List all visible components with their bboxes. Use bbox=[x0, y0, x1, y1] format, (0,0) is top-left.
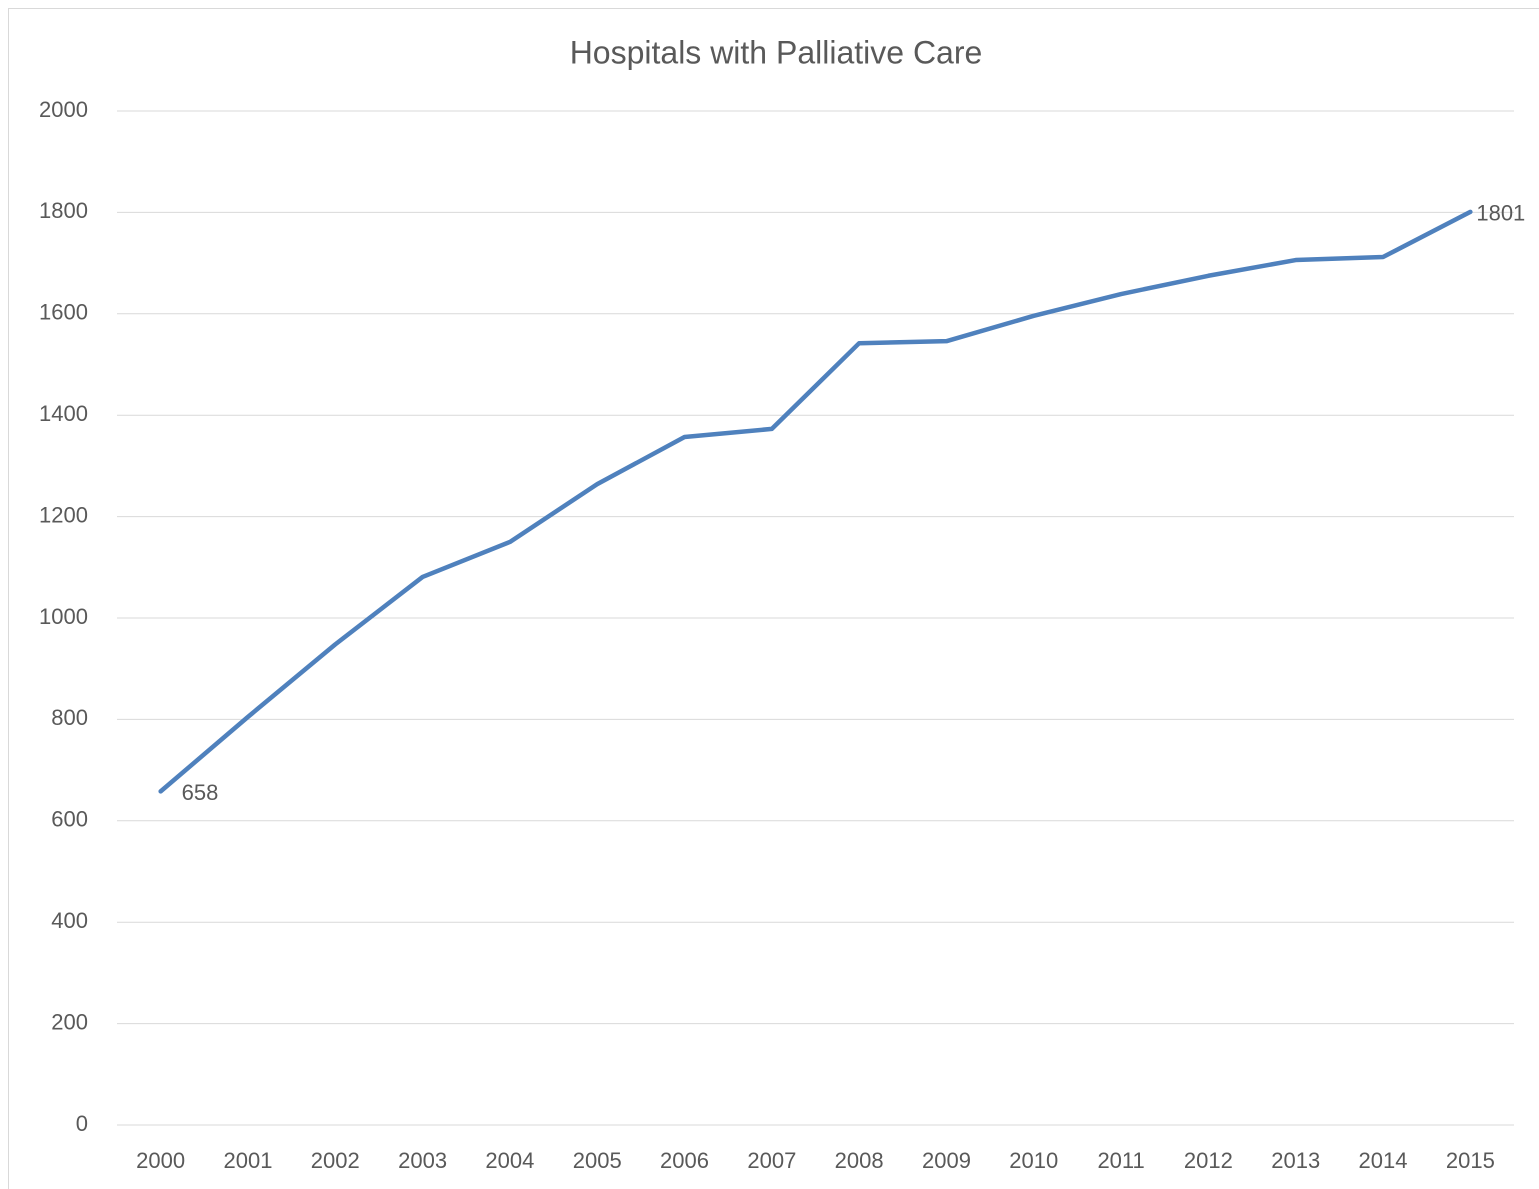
x-tick-label: 2009 bbox=[922, 1148, 971, 1173]
y-tick-label: 1000 bbox=[39, 604, 88, 629]
y-tick-label: 1600 bbox=[39, 300, 88, 325]
y-tick-label: 1200 bbox=[39, 502, 88, 527]
x-tick-label: 2007 bbox=[747, 1148, 796, 1173]
y-tick-label: 1800 bbox=[39, 198, 88, 223]
x-tick-label: 2005 bbox=[573, 1148, 622, 1173]
x-tick-label: 2000 bbox=[136, 1148, 185, 1173]
x-tick-label: 2004 bbox=[485, 1148, 534, 1173]
x-tick-label: 2002 bbox=[311, 1148, 360, 1173]
y-tick-label: 1400 bbox=[39, 401, 88, 426]
y-tick-label: 600 bbox=[51, 807, 88, 832]
x-tick-label: 2010 bbox=[1009, 1148, 1058, 1173]
x-tick-label: 2003 bbox=[398, 1148, 447, 1173]
x-tick-label: 2012 bbox=[1184, 1148, 1233, 1173]
y-tick-label: 800 bbox=[51, 705, 88, 730]
data-label: 1801 bbox=[1476, 201, 1525, 226]
x-tick-label: 2015 bbox=[1446, 1148, 1495, 1173]
y-tick-label: 0 bbox=[76, 1111, 88, 1136]
x-tick-label: 2013 bbox=[1271, 1148, 1320, 1173]
y-tick-label: 400 bbox=[51, 908, 88, 933]
x-tick-label: 2006 bbox=[660, 1148, 709, 1173]
line-series bbox=[158, 209, 1473, 794]
x-tick-label: 2014 bbox=[1359, 1148, 1408, 1173]
data-label: 658 bbox=[182, 780, 219, 805]
x-tick-label: 2001 bbox=[223, 1148, 272, 1173]
chart-border bbox=[8, 8, 1539, 1189]
y-tick-label: 200 bbox=[51, 1009, 88, 1034]
x-tick-label: 2008 bbox=[835, 1148, 884, 1173]
chart-title: Hospitals with Palliative Care bbox=[570, 34, 983, 70]
y-tick-label: 2000 bbox=[39, 97, 88, 122]
x-tick-label: 2011 bbox=[1097, 1148, 1144, 1173]
